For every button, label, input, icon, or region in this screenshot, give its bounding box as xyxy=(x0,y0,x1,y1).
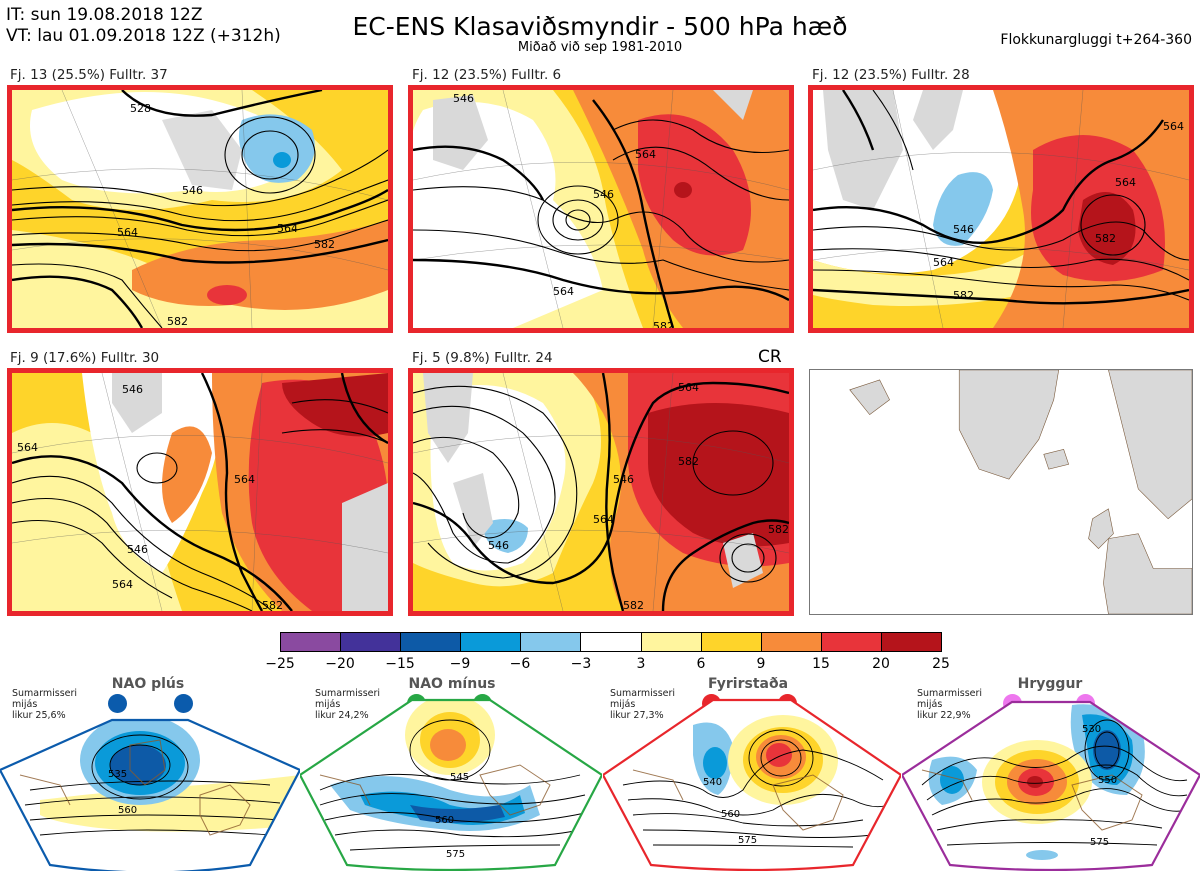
regime-1-map: 535 560 xyxy=(0,718,300,871)
regime-4-season: Sumarmisseri xyxy=(917,688,983,699)
cluster-3-contour-label: 564 xyxy=(1163,120,1184,133)
cluster-2-map: 546 564 564 546 582 xyxy=(408,85,794,333)
page-title: EC-ENS Klasaviðsmyndir - 500 hPa hæð xyxy=(352,12,848,41)
cluster-3-contour-label: 582 xyxy=(953,289,974,302)
cluster-2-contour-label: 582 xyxy=(653,320,674,328)
cluster-1-contour-label: 582 xyxy=(167,315,188,328)
regime-3-season: Sumarmisseri xyxy=(610,688,676,699)
regime-4-map: 530 550 575 xyxy=(902,700,1200,871)
cluster-5-contour-label: 582 xyxy=(623,599,644,611)
colorbar-tick: 15 xyxy=(812,656,830,672)
regime-3-map: 540 560 575 xyxy=(603,698,901,871)
regime-1-prob: likur 25,6% xyxy=(12,710,66,721)
regime-3-contour: 575 xyxy=(738,835,757,846)
cluster-5-contour-label: 582 xyxy=(768,523,789,536)
regime-4-contour: 530 xyxy=(1082,724,1101,735)
cluster-5-contour-label: 582 xyxy=(678,455,699,468)
cluster-1-contour-label: 564 xyxy=(117,226,138,239)
initial-time: IT: sun 19.08.2018 12Z xyxy=(6,5,203,25)
regime-3-contour: 540 xyxy=(703,777,722,788)
regime-2-title: NAO mínus xyxy=(408,676,496,692)
colorbar-tick: 6 xyxy=(696,656,706,672)
cluster-5-contour-label: 564 xyxy=(678,381,699,394)
colorbar-tick: 9 xyxy=(756,656,766,672)
cluster-3-contour-label: 564 xyxy=(933,256,954,269)
regime-2-contour: 575 xyxy=(446,849,465,860)
page-subtitle: Miðað við sep 1981-2010 xyxy=(517,40,683,55)
cluster-2-contour-label: 546 xyxy=(453,92,474,105)
regime-1-dot xyxy=(108,694,127,713)
colorbar-tick: 3 xyxy=(636,656,646,672)
cluster-4-contour-label: 564 xyxy=(234,473,255,486)
cluster-4-contour-label: 564 xyxy=(17,441,38,454)
regime-1-title: NAO plús xyxy=(111,676,185,692)
regime-1-season: Sumarmisseri xyxy=(12,688,78,699)
cr-label: CR xyxy=(758,347,782,367)
cluster-4-contour-label: 582 xyxy=(262,599,283,611)
cluster-1-title: Fj. 13 (25.5%) Fulltr. 37 xyxy=(10,67,168,83)
regime-2-prob: likur 24,2% xyxy=(315,710,369,721)
regime-4-prob: likur 22,9% xyxy=(917,710,971,721)
regime-2-map: 545 560 575 xyxy=(300,698,602,871)
regime-3-title: Fyrirstaða xyxy=(707,676,789,692)
colorbar-tick: −6 xyxy=(509,656,531,672)
valid-time: VT: lau 01.09.2018 12Z (+312h) xyxy=(6,26,281,46)
cluster-2-contour-label: 564 xyxy=(553,285,574,298)
cluster-1-contour-label: 564 xyxy=(277,222,298,235)
cluster-3-title: Fj. 12 (23.5%) Fulltr. 28 xyxy=(812,67,970,83)
regime-4-contour: 550 xyxy=(1098,775,1117,786)
cluster-3-contour-label: 546 xyxy=(953,223,974,236)
regime-2-contour: 560 xyxy=(435,815,454,826)
colorbar-tick: 20 xyxy=(872,656,890,672)
colorbar-tick: −25 xyxy=(265,656,295,672)
cluster-5-map: 564 546 564 546 582 582 582 xyxy=(408,368,794,616)
cluster-2-contour-label: 546 xyxy=(593,188,614,201)
colorbar-tick: −3 xyxy=(570,656,592,672)
regime-4-contour: 575 xyxy=(1090,837,1109,848)
cluster-2-contour-label: 564 xyxy=(635,148,656,161)
cluster-4-contour-label: 546 xyxy=(127,543,148,556)
regime-2-label: mijás xyxy=(315,699,341,710)
colorbar-tick: −15 xyxy=(385,656,415,672)
regime-3-prob: likur 27,3% xyxy=(610,710,664,721)
regime-1-label: mijás xyxy=(12,699,38,710)
blank-map xyxy=(809,369,1193,615)
regime-1-contour: 560 xyxy=(118,805,137,816)
cluster-1-contour-label: 582 xyxy=(314,238,335,251)
cluster-1-contour-label: 546 xyxy=(182,184,203,197)
cluster-5-contour-label: 546 xyxy=(613,473,634,486)
regime-1-dot xyxy=(174,694,193,713)
colorbar-tick: −9 xyxy=(449,656,471,672)
regime-3-contour: 560 xyxy=(721,809,740,820)
cluster-4-title: Fj. 9 (17.6%) Fulltr. 30 xyxy=(10,350,160,366)
regime-4-title: Hryggur xyxy=(1017,676,1083,692)
regime-3-label: mijás xyxy=(610,699,636,710)
cluster-5-title: Fj. 5 (9.8%) Fulltr. 24 xyxy=(412,350,553,366)
regime-2-contour: 545 xyxy=(450,772,469,783)
cluster-3-contour-label: 564 xyxy=(1115,176,1136,189)
cluster-1-map: 546 564 582 528 564 582 xyxy=(7,85,393,333)
cluster-1-contour-label: 528 xyxy=(130,102,151,115)
cluster-5-contour-label: 546 xyxy=(488,539,509,552)
colorbar-tick: −20 xyxy=(325,656,355,672)
regime-2-season: Sumarmisseri xyxy=(315,688,381,699)
cluster-4-map: 546 564 546 564 564 582 xyxy=(7,368,393,616)
cluster-2-title: Fj. 12 (23.5%) Fulltr. 6 xyxy=(412,67,562,83)
cluster-4-contour-label: 546 xyxy=(122,383,143,396)
colorbar xyxy=(280,632,942,652)
cluster-5-contour-label: 564 xyxy=(593,513,614,526)
cluster-4-contour-label: 564 xyxy=(112,578,133,591)
colorbar-tick: 25 xyxy=(932,656,950,672)
cluster-3-map: 546 564 582 564 582 564 xyxy=(808,85,1194,333)
regime-1-contour: 535 xyxy=(108,769,127,780)
cluster-3-contour-label: 582 xyxy=(1095,232,1116,245)
window-label: Flokkunargluggi t+264-360 xyxy=(1000,32,1192,48)
regime-4-label: mijás xyxy=(917,699,943,710)
